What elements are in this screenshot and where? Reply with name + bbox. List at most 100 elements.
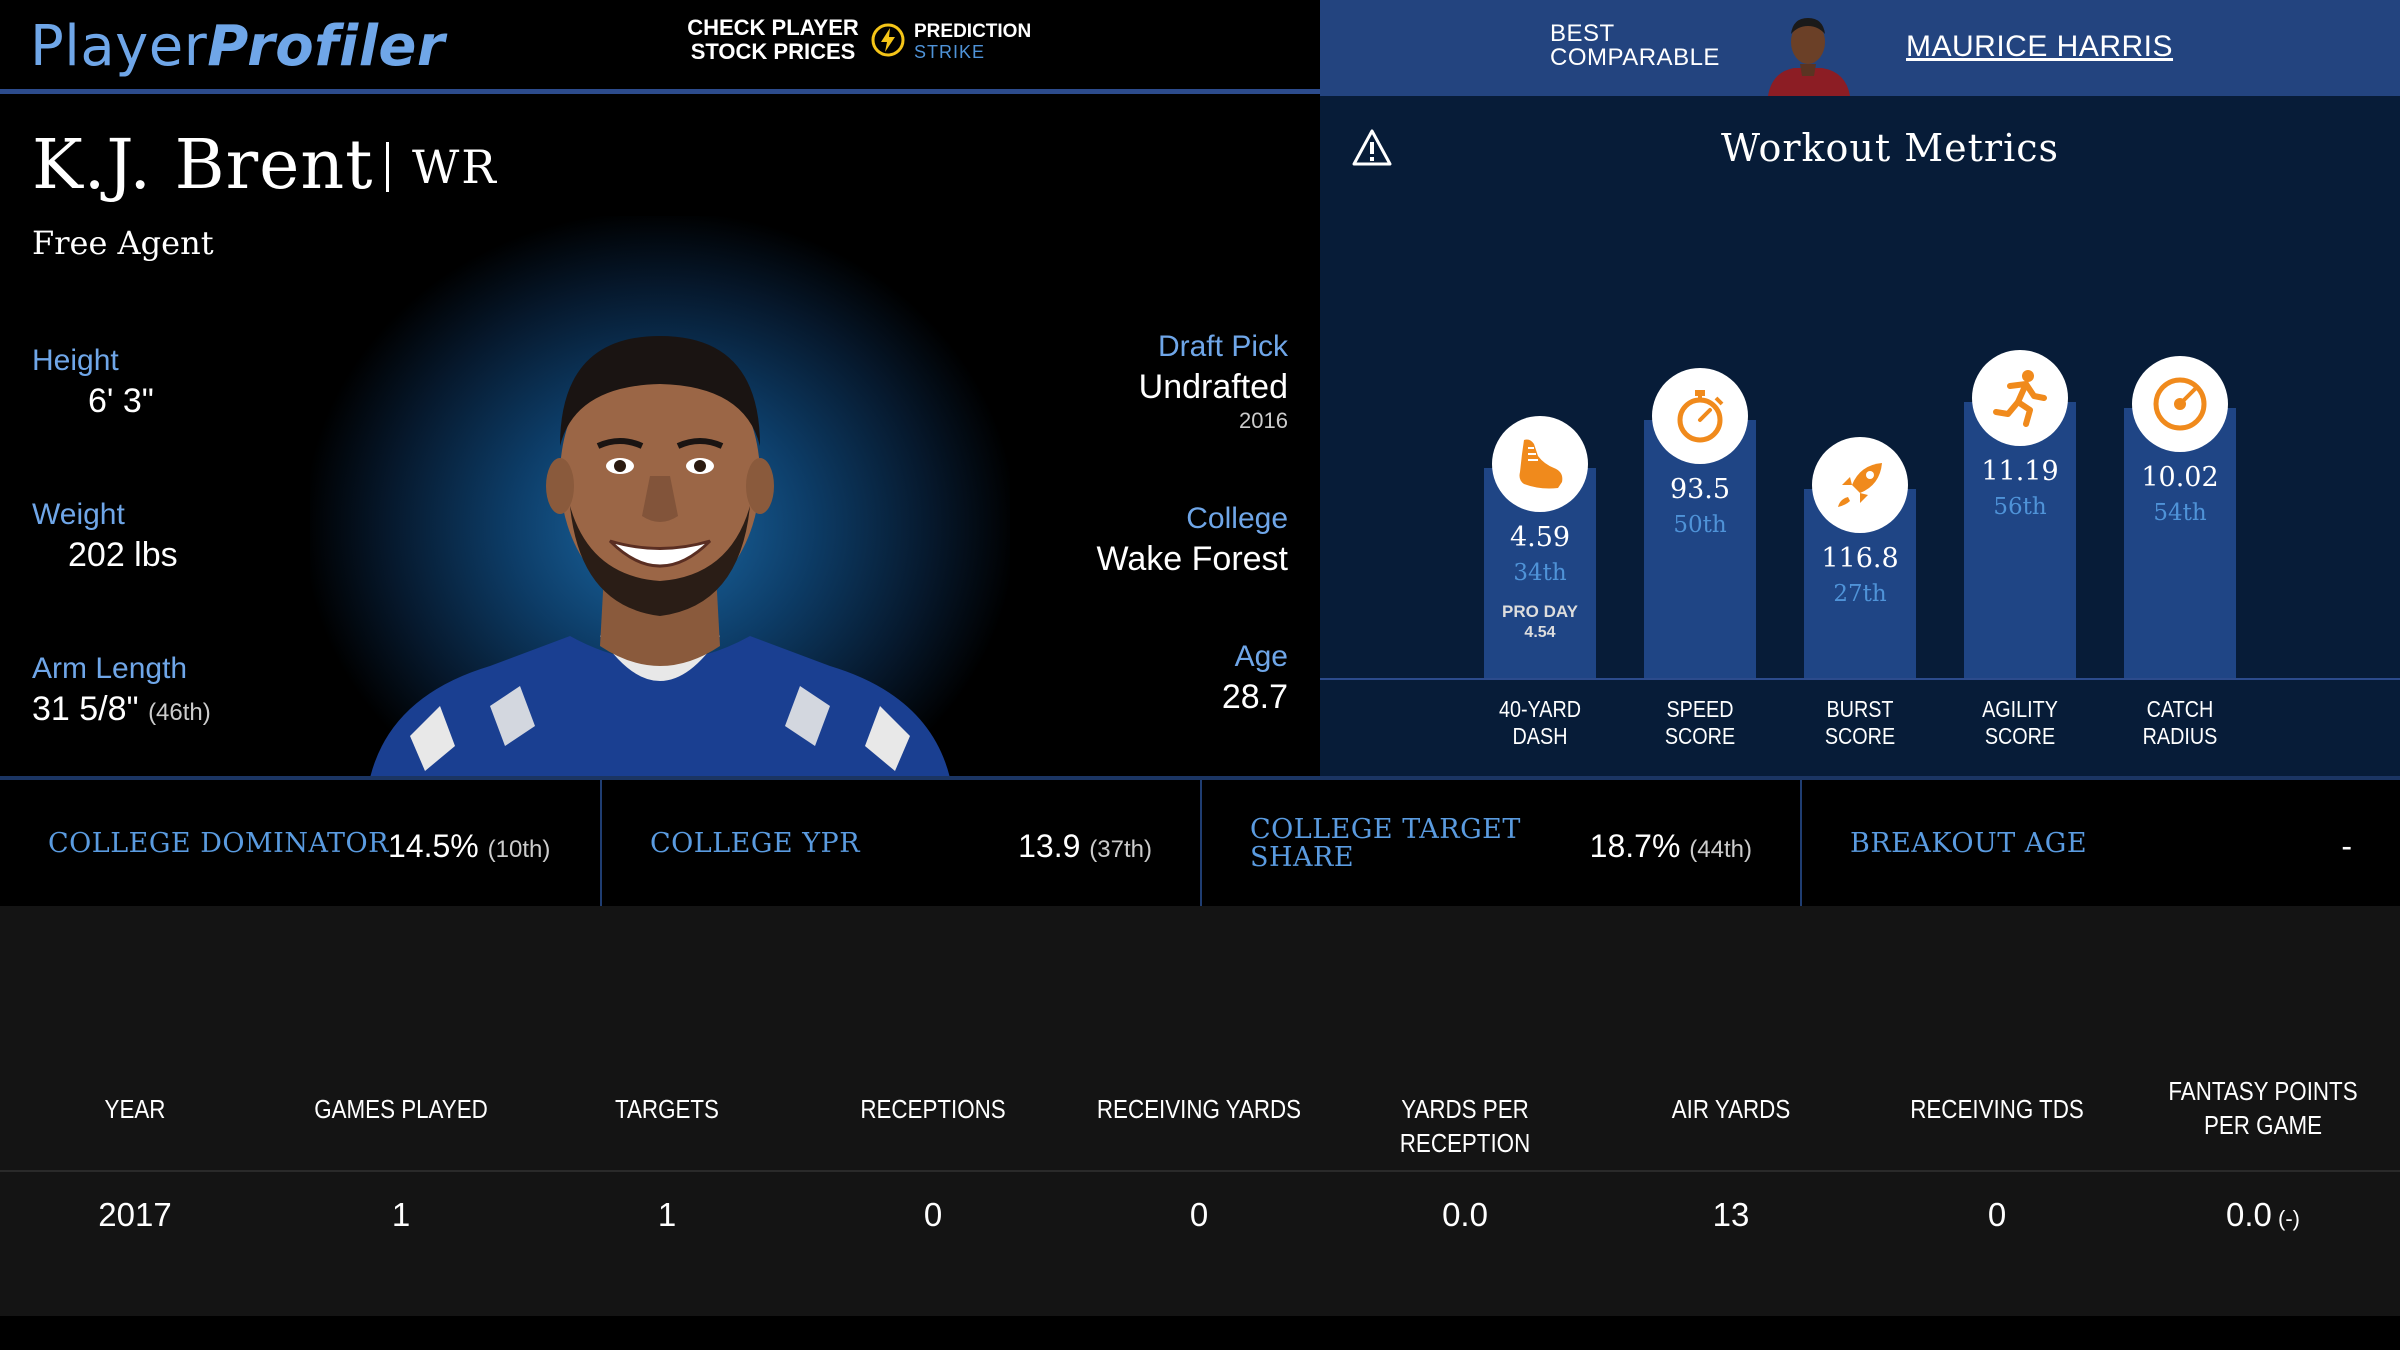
metric-percentile: 56th <box>1993 494 2047 520</box>
age-label: Age <box>1234 640 1288 673</box>
breakout-age-value: - <box>2341 828 2352 864</box>
comparable-avatar-image <box>1760 6 1856 96</box>
comparable-avatar[interactable] <box>1760 6 1856 96</box>
table-cell: 0 <box>1987 1196 2007 1233</box>
season-stats-table: YEAR GAMES PLAYED TARGETS RECEPTIONS RECEIVI… <box>0 906 2400 1316</box>
metric-label: BURST SCORE <box>1824 696 1896 749</box>
metric-value: 93.5 <box>1669 474 1731 505</box>
table-cell: 0.0 (-) <box>2226 1196 2300 1233</box>
table-cell: 13 <box>1712 1196 1750 1233</box>
page-bottom <box>0 1316 2400 1350</box>
metric-value: 10.02 <box>2141 462 2219 493</box>
table-cell: 1 <box>657 1196 677 1233</box>
column-header-targets[interactable]: TARGETS <box>615 1094 719 1124</box>
table-cell: 0.0 <box>1442 1196 1488 1233</box>
height-value: 6' 3" <box>88 382 154 420</box>
target-icon <box>2132 356 2228 452</box>
metric-bar <box>1964 402 2076 678</box>
player-name: K.J. Brent <box>32 126 374 205</box>
metric-label: AGILITY SCORE <box>1982 696 2058 749</box>
draft-year: 2016 <box>1239 408 1288 433</box>
college-ypr-value: 13.9 (37th) <box>1018 828 1152 864</box>
player-profile-panel: K.J. Brent WR Free Agent Height 6' 3" We… <box>0 96 1320 776</box>
breakout-age-label: BREAKOUT AGE <box>1850 828 2088 859</box>
college-target-share-box: COLLEGE TARGET SHARE 18.7% (44th) <box>1200 780 1800 906</box>
workout-metrics-panel: Workout Metrics 4.59 34th PRO DAY 4.54 40-YA… <box>1320 96 2400 776</box>
arm-length-label: Arm Length <box>32 652 188 685</box>
metric-column-catch[interactable]: 10.02 54th CATCH RADIUS <box>2124 96 2236 776</box>
metric-value: 11.19 <box>1981 456 2059 487</box>
table-cell: 0 <box>1189 1196 1209 1233</box>
metric-column-burst[interactable]: 116.8 27th BURST SCORE <box>1804 96 1916 776</box>
column-header-receiving-yards[interactable]: RECEIVING YARDS <box>1096 1094 1302 1124</box>
college-target-share-label: COLLEGE TARGET SHARE <box>1250 814 1521 873</box>
college-stats-strip: COLLEGE DOMINATOR 14.5% (10th) COLLEGE Y… <box>0 776 2400 906</box>
stopwatch-icon <box>1652 368 1748 464</box>
table-header: YEAR GAMES PLAYED TARGETS RECEPTIONS RECEIVI… <box>0 1062 2400 1172</box>
metric-column-speed[interactable]: 93.5 50th SPEED SCORE <box>1644 96 1756 776</box>
metric-bar <box>2124 408 2236 678</box>
metric-column-agility[interactable]: 11.19 56th AGILITY SCORE <box>1964 96 2076 776</box>
metric-label: CATCH RADIUS <box>2142 696 2218 749</box>
column-header-year[interactable]: YEAR <box>104 1094 166 1124</box>
pro-day-note: PRO DAY 4.54 <box>1484 602 1596 643</box>
metric-value: 116.8 <box>1821 543 1899 574</box>
college-value: Wake Forest <box>1096 540 1288 578</box>
name-divider <box>386 142 389 192</box>
college-dominator-label: COLLEGE DOMINATOR <box>48 828 389 859</box>
draft-pick-label: Draft Pick <box>1157 330 1288 363</box>
table-cell: 1 <box>391 1196 411 1233</box>
chart-baseline <box>1320 678 2400 680</box>
metric-label: 40-YARD DASH <box>1498 696 1582 749</box>
player-headshot <box>370 336 950 776</box>
promo-brand: PREDICTION STRIKE <box>914 21 1032 63</box>
height-label: Height <box>32 344 119 377</box>
column-header-receptions[interactable]: RECEPTIONS <box>860 1094 1006 1124</box>
college-ypr-box: COLLEGE YPR 13.9 (37th) <box>600 780 1200 906</box>
college-dominator-box: COLLEGE DOMINATOR 14.5% (10th) <box>0 780 600 906</box>
metric-column-40-yard[interactable]: 4.59 34th PRO DAY 4.54 40-YARD DASH <box>1484 96 1596 776</box>
site-logo[interactable]: PlayerProfiler <box>30 14 446 79</box>
pro-day-label: PRO DAY <box>1502 602 1578 621</box>
column-header-fantasy-points-per-game[interactable]: FANTASY POINTS PER GAME <box>2168 1076 2358 1140</box>
column-header-air-yards[interactable]: AIR YARDS <box>1671 1094 1791 1124</box>
rocket-icon <box>1812 437 1908 533</box>
metric-percentile: 27th <box>1833 581 1887 607</box>
promo-text: CHECK PLAYER STOCK PRICES <box>687 15 859 64</box>
workout-metrics-title: Workout Metrics <box>1720 126 2060 170</box>
college-ypr-label: COLLEGE YPR <box>650 828 861 859</box>
best-comparable-panel: BEST COMPARABLE MAURICE HARRIS <box>1320 0 2400 96</box>
metric-percentile: 54th <box>2153 500 2207 526</box>
arm-length-rank: (46th) <box>148 699 211 726</box>
site-header: PlayerProfiler CHECK PLAYER STOCK PRICES… <box>0 0 1320 94</box>
metric-value: 4.59 <box>1509 522 1571 553</box>
top-bar: PlayerProfiler CHECK PLAYER STOCK PRICES… <box>0 0 2400 96</box>
shoe-icon <box>1492 416 1588 512</box>
comparable-player-link[interactable]: MAURICE HARRIS <box>1906 30 2174 63</box>
draft-pick-value: Undrafted <box>1138 368 1288 406</box>
table-row: 2017 1 1 0 0 0.0 13 0 0.0 (-) <box>0 1174 2400 1264</box>
weight-label: Weight <box>32 498 125 531</box>
table-cell: 0 <box>923 1196 943 1233</box>
arm-length-value: 31 5/8" (46th) <box>32 690 211 728</box>
column-header-yards-per-reception[interactable]: YARDS PER RECEPTION <box>1399 1094 1531 1158</box>
warning-icon[interactable] <box>1350 126 1394 170</box>
runner-icon <box>1972 350 2068 446</box>
player-team: Free Agent <box>32 224 214 262</box>
metric-percentile: 34th <box>1513 560 1567 586</box>
stock-prices-promo[interactable]: CHECK PLAYER STOCK PRICES PREDICTION STR… <box>686 16 1046 66</box>
college-target-share-value: 18.7% (44th) <box>1589 828 1752 864</box>
metric-percentile: 50th <box>1673 512 1727 538</box>
breakout-age-box: BREAKOUT AGE - <box>1800 780 2400 906</box>
table-cell: 2017 <box>98 1196 172 1233</box>
college-label: College <box>1186 502 1288 535</box>
pro-day-value: 4.54 <box>1524 624 1556 641</box>
age-value: 28.7 <box>1221 678 1288 716</box>
player-position: WR <box>412 140 498 194</box>
weight-value: 202 lbs <box>68 536 178 574</box>
column-header-receiving-tds[interactable]: RECEIVING TDS <box>1910 1094 2084 1124</box>
metric-label: SPEED SCORE <box>1664 696 1736 749</box>
column-header-games-played[interactable]: GAMES PLAYED <box>314 1094 488 1124</box>
college-dominator-value: 14.5% (10th) <box>388 828 551 864</box>
best-comparable-label: BEST COMPARABLE <box>1550 20 1720 71</box>
